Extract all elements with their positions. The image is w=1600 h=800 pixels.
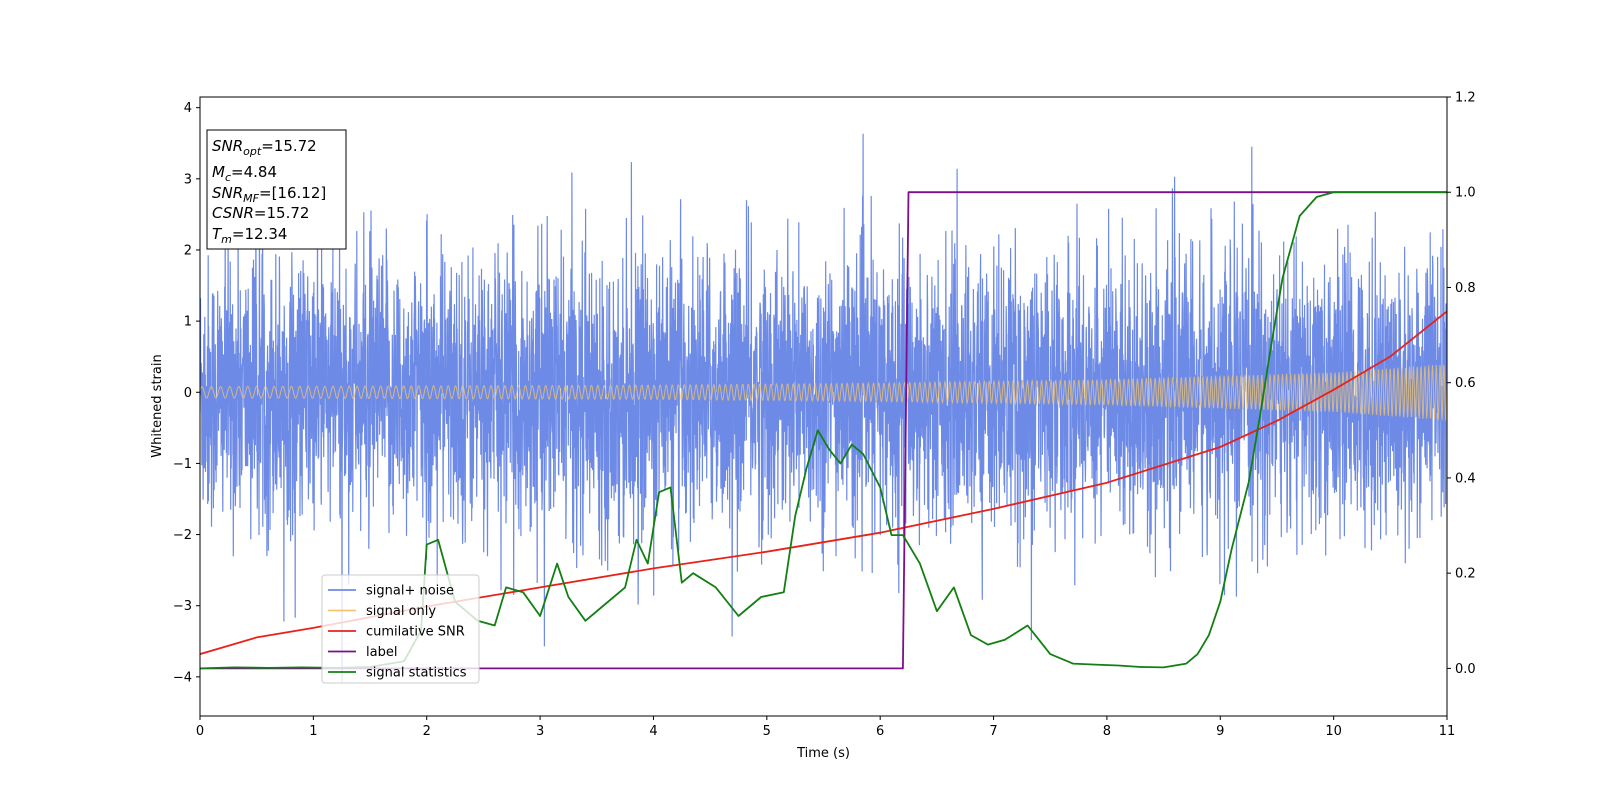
y-left-tick-label: −3 [173,599,192,614]
legend-item-label: label [366,645,397,660]
y-right-tick-label: 1.0 [1455,186,1476,201]
info-box-frame [206,129,347,250]
axes-frame [199,96,1448,717]
series-label-line [200,191,1447,670]
legend-item-label: cumilative SNR [366,625,465,640]
info-base: M [212,163,225,181]
y-right-tick-label: 0.2 [1455,567,1476,582]
x-tick-label: 1 [309,724,317,739]
x-tick-label: 2 [423,724,431,739]
y-left-tick-label: 1 [184,315,192,330]
info-value: =4.84 [231,163,277,181]
y-right-tick-label: 0.4 [1455,471,1476,486]
info-sub: MF [243,192,259,205]
info-value: =12.34 [232,225,288,243]
info-line-mc: Mc=4.84 [212,163,277,184]
legend-item-label: signal statistics [366,666,467,681]
x-tick-label: 11 [1439,724,1456,739]
x-tick-label: 0 [196,724,204,739]
y-axis-right: 1.2 1.0 0.8 0.6 0.4 0.2 0.0 [1447,91,1476,677]
x-tick-label: 3 [536,724,544,739]
info-sub: c [225,171,231,184]
info-line-csnr: CSNR=15.72 [212,204,309,222]
info-line-snr-mf: SNRMF=[16.12] [212,184,326,205]
legend-frame [321,574,480,684]
info-sub: m [221,233,232,246]
y-right-tick-label: 0.6 [1455,376,1476,391]
x-tick-label: 8 [1103,724,1111,739]
info-box: SNRopt=15.72 Mc=4.84 SNRMF=[16.12] CSNR=… [206,129,347,250]
y-left-tick-label: 4 [184,101,192,116]
info-sub: opt [243,145,262,158]
x-tick-label: 6 [876,724,884,739]
y-left-tick-label: 0 [184,386,192,401]
y-axis-left: 4 3 2 1 0 −1 −2 −3 −4 [173,101,200,685]
x-tick-label: 9 [1216,724,1224,739]
series-signal-only-line [200,364,1447,421]
series-signal-statistics-line [200,191,1447,670]
x-tick-label: 10 [1325,724,1342,739]
legend-item-label: signal only [366,604,436,619]
legend: signal+ noise signal only cumilative SNR la… [321,574,480,684]
y-right-tick-label: 0.8 [1455,281,1476,296]
info-line-snr-opt: SNRopt=15.72 [212,137,317,158]
x-tick-label: 4 [649,724,657,739]
info-value: =15.72 [254,204,310,222]
y-left-tick-label: 3 [184,172,192,187]
y-left-tick-label: −2 [173,528,192,543]
info-base: SNR [212,184,243,202]
info-base: CSNR [212,204,254,222]
info-line-tm: Tm=12.34 [212,225,287,246]
y-left-tick-label: 2 [184,243,192,258]
y-axis-label: Whitened strain [150,354,165,457]
info-base: SNR [212,137,243,155]
x-axis: 0 1 2 3 4 5 6 7 8 9 10 11 [196,716,1455,739]
info-value: =[16.12] [259,184,326,202]
info-value: =15.72 [261,137,317,155]
x-axis-label: Time (s) [796,746,850,761]
y-right-tick-label: 0.0 [1455,662,1476,677]
legend-item-label: signal+ noise [366,584,454,599]
y-left-tick-label: −4 [173,670,192,685]
info-base: T [212,225,223,243]
x-tick-label: 7 [989,724,997,739]
y-right-tick-label: 1.2 [1455,91,1476,106]
y-left-tick-label: −1 [173,457,192,472]
x-tick-label: 5 [763,724,771,739]
